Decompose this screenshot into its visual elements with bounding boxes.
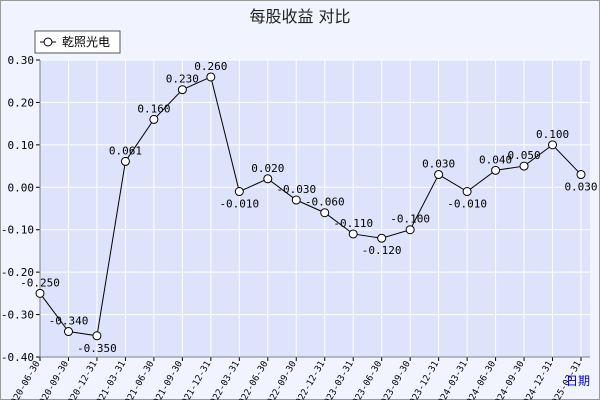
data-point (35, 288, 45, 298)
y-tick-label: 0.30 (8, 54, 35, 67)
data-label: -0.350 (77, 342, 117, 355)
data-label: 0.050 (507, 149, 540, 162)
data-point (548, 140, 558, 150)
data-label: 0.160 (137, 102, 170, 115)
data-point (263, 174, 273, 184)
data-label: -0.120 (362, 244, 402, 257)
y-tick-label: -0.40 (1, 351, 34, 364)
data-point (92, 331, 102, 341)
data-label: 0.030 (422, 158, 455, 171)
chart-title: 每股收益 对比 (249, 7, 350, 26)
y-tick-label: 0.20 (8, 96, 35, 109)
data-point (320, 208, 330, 218)
data-point (462, 187, 472, 197)
y-tick-label: 0.10 (8, 139, 35, 152)
data-label: -0.030 (276, 183, 316, 196)
y-tick-label: -0.20 (1, 266, 34, 279)
data-label: -0.110 (333, 217, 373, 230)
data-point (377, 233, 387, 243)
grid-lines (39, 59, 590, 358)
data-point (434, 170, 444, 180)
data-label: 0.100 (536, 128, 569, 141)
legend-marker-icon (43, 37, 53, 47)
data-point (491, 165, 501, 175)
data-point (120, 156, 130, 166)
legend: 乾照光电 (34, 30, 121, 54)
data-point (177, 85, 187, 95)
data-point (149, 114, 159, 124)
data-label: -0.250 (20, 276, 60, 289)
data-label: 0.061 (109, 144, 142, 157)
data-label: -0.100 (390, 213, 430, 226)
x-axis-label: 日期 (566, 374, 590, 388)
y-tick-label: 0.00 (8, 181, 35, 194)
data-label: 0.020 (251, 162, 284, 175)
data-point (63, 327, 73, 337)
data-label: 0.260 (194, 60, 227, 73)
data-label: 0.030 (564, 181, 597, 194)
legend-box (34, 30, 121, 54)
data-label: -0.010 (447, 198, 487, 211)
legend-entry: 乾照光电 (62, 35, 110, 49)
data-point (234, 187, 244, 197)
data-label: 0.040 (479, 153, 512, 166)
series-line (39, 76, 582, 337)
data-point (291, 195, 301, 205)
data-label: -0.010 (219, 198, 259, 211)
data-label: -0.340 (49, 315, 89, 328)
x-tick-label: 2020-06-30 (7, 360, 43, 400)
data-label: 0.230 (166, 73, 199, 86)
data-label: -0.060 (305, 196, 345, 209)
data-point (206, 72, 216, 82)
data-point (348, 229, 358, 239)
y-tick-label: -0.10 (1, 224, 34, 237)
data-point (519, 161, 529, 171)
data-point (405, 225, 415, 235)
y-tick-label: -0.30 (1, 309, 34, 322)
data-point (576, 170, 586, 180)
